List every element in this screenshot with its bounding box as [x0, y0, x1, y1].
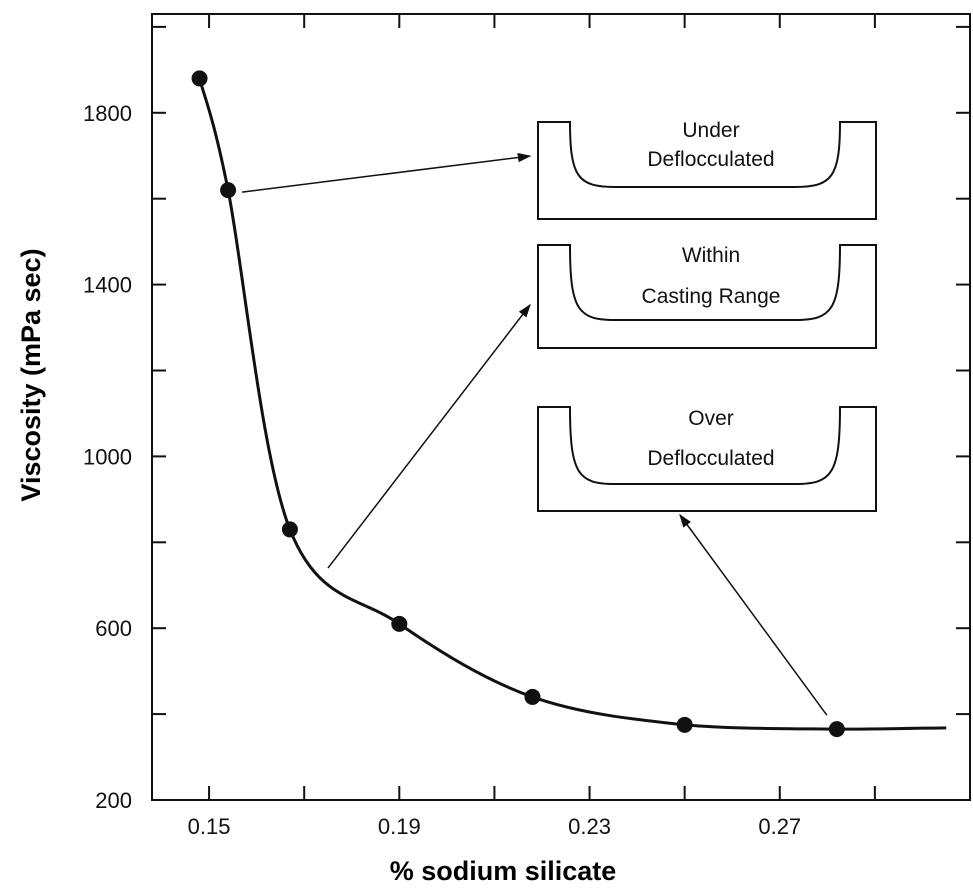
data-points	[191, 70, 845, 738]
mold-outline	[537, 121, 877, 220]
data-point	[676, 716, 693, 733]
y-axis-title: Viscosity (mPa sec)	[16, 248, 46, 501]
y-tick-label: 1400	[83, 273, 132, 298]
inset-label: Over	[688, 407, 734, 430]
mold-inset: Within Casting Range	[537, 244, 877, 349]
inset-label: Casting Range	[642, 285, 781, 308]
mold-inset: Over Deflocculated	[537, 406, 877, 512]
data-point	[281, 521, 298, 538]
inset-label: Within	[682, 244, 740, 267]
data-point	[220, 182, 237, 199]
tick-labels: 0.15 0.19 0.23 0.27 200 600 1000 1400 1800	[83, 101, 801, 839]
annotation-arrows	[241, 152, 828, 716]
plot-frame	[151, 13, 971, 801]
x-tick-label: 0.15	[188, 814, 231, 839]
y-tick-label: 1000	[83, 444, 132, 469]
annotation-arrow	[241, 152, 532, 193]
y-tick-label: 200	[95, 788, 132, 813]
mold-inset: Under Deflocculated	[537, 119, 877, 220]
inset-label: Deflocculated	[647, 447, 774, 470]
mold-insets: Under Deflocculated Within Casting Range Ove…	[537, 119, 877, 512]
mold-outline	[537, 244, 877, 349]
data-point	[191, 70, 208, 87]
annotation-arrow	[679, 513, 828, 716]
x-axis-title: % sodium silicate	[390, 856, 617, 886]
data-point	[391, 615, 408, 632]
inset-label: Deflocculated	[647, 148, 774, 171]
viscosity-curve	[198, 78, 947, 731]
data-point	[828, 721, 845, 738]
axis-ticks	[152, 14, 970, 800]
series-curve	[198, 78, 947, 731]
inset-label: Under	[682, 119, 739, 142]
annotation-arrow	[327, 303, 531, 569]
x-tick-label: 0.19	[378, 814, 421, 839]
y-tick-label: 1800	[83, 101, 132, 126]
y-tick-label: 600	[95, 616, 132, 641]
mold-outline	[537, 406, 877, 512]
x-tick-label: 0.27	[758, 814, 801, 839]
data-point	[524, 688, 541, 705]
x-tick-label: 0.23	[568, 814, 611, 839]
